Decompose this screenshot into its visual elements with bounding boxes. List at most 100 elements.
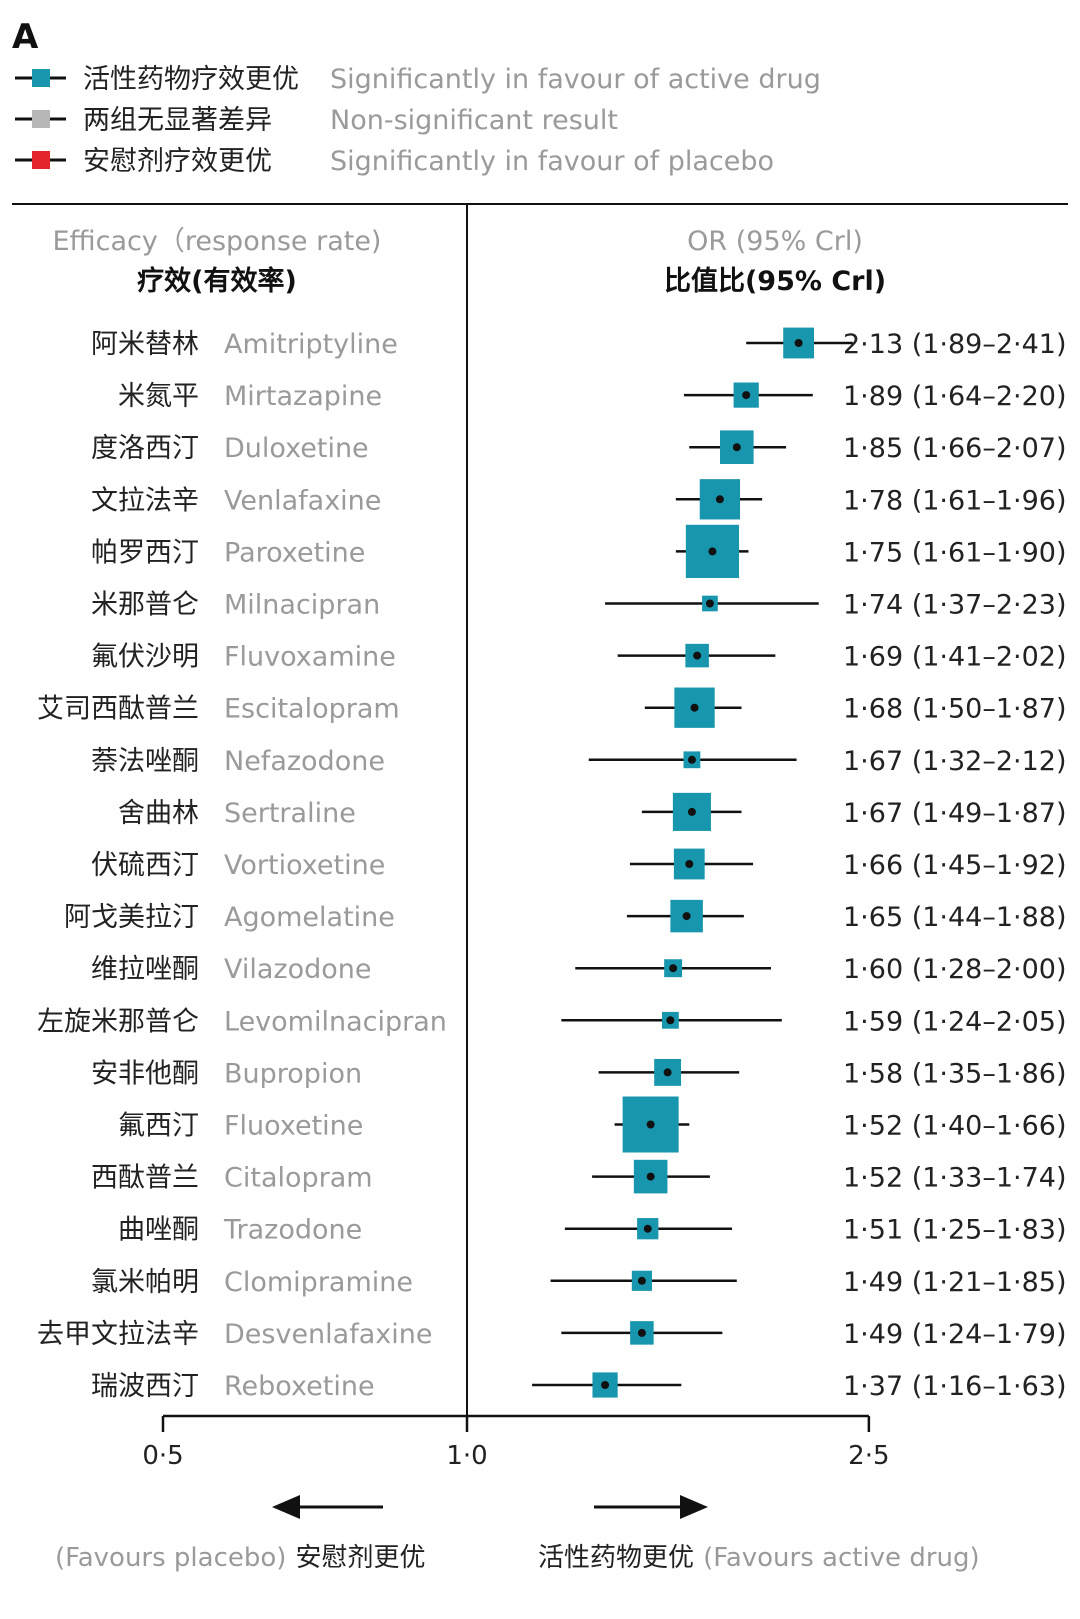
arrow-right-icon (680, 1495, 708, 1519)
forest-row: 帕罗西汀 Paroxetine 1·75 (1·61–1·90) (91, 524, 1067, 578)
or-value: 1·78 (1·61–1·96) (843, 485, 1067, 516)
or-value: 1·74 (1·37–2·23) (843, 590, 1067, 621)
legend-swatch (32, 151, 50, 169)
point-estimate (646, 1172, 655, 1181)
drug-name-zh: 阿戈美拉汀 (64, 902, 199, 933)
favours-placebo-en: (Favours placebo) (55, 1543, 286, 1573)
or-value: 1·67 (1·32–2·12) (843, 746, 1067, 777)
point-estimate (732, 443, 741, 452)
point-estimate (685, 860, 694, 868)
or-value: 2·13 (1·89–2·41) (843, 329, 1067, 360)
point-estimate (693, 651, 702, 660)
drug-name-en: Milnacipran (224, 590, 380, 621)
drug-name-zh: 瑞波西汀 (91, 1371, 199, 1402)
forest-row: 氟伏沙明 Fluvoxamine 1·69 (1·41–2·02) (91, 642, 1067, 673)
point-estimate (742, 391, 751, 400)
x-axis: 0·5 1·0 2·5 (142, 1414, 890, 1471)
forest-row: 度洛西汀 Duloxetine 1·85 (1·66–2·07) (91, 430, 1067, 464)
forest-row: 安非他酮 Bupropion 1·58 (1·35–1·86) (91, 1058, 1067, 1089)
forest-row: 伏硫西汀 Vortioxetine 1·66 (1·45–1·92) (91, 848, 1067, 881)
or-value: 1·49 (1·21–1·85) (843, 1267, 1067, 1298)
drug-name-en: Mirtazapine (224, 381, 382, 412)
or-value: 1·68 (1·50–1·87) (843, 694, 1067, 725)
drug-name-en: Paroxetine (224, 537, 365, 568)
or-value: 1·49 (1·24–1·79) (843, 1319, 1067, 1350)
drug-name-zh: 阿米替林 (91, 329, 199, 360)
or-value: 1·37 (1·16–1·63) (843, 1371, 1067, 1402)
point-estimate (715, 495, 724, 504)
drug-name-zh: 艾司西酞普兰 (37, 694, 199, 725)
drug-name-zh: 伏硫西汀 (91, 850, 199, 881)
forest-row: 去甲文拉法辛 Desvenlafaxine 1·49 (1·24–1·79) (37, 1319, 1067, 1350)
drug-name-zh: 米氮平 (118, 381, 199, 412)
forest-row: 西酞普兰 Citalopram 1·52 (1·33–1·74) (91, 1159, 1067, 1194)
point-estimate (794, 339, 803, 347)
drug-name-zh: 舍曲林 (118, 798, 199, 829)
forest-row: 曲唑酮 Trazodone 1·51 (1·25–1·83) (118, 1215, 1067, 1246)
or-value: 1·52 (1·33–1·74) (843, 1163, 1067, 1194)
drug-name-en: Agomelatine (224, 902, 395, 933)
forest-row: 米氮平 Mirtazapine 1·89 (1·64–2·20) (118, 381, 1067, 412)
point-estimate (682, 912, 691, 921)
left-header-zh: 疗效(有效率) (137, 265, 297, 297)
x-tick-label: 1·0 (446, 1441, 487, 1471)
legend-label-en: Non-significant result (330, 105, 618, 136)
or-value: 1·51 (1·25–1·83) (843, 1215, 1067, 1246)
or-value: 1·67 (1·49–1·87) (843, 798, 1067, 829)
drug-name-zh: 维拉唑酮 (91, 954, 199, 985)
direction-right: 活性药物更优 (Favours active drug) (538, 1543, 980, 1573)
drug-name-zh: 去甲文拉法辛 (37, 1319, 199, 1350)
favours-active-en: (Favours active drug) (703, 1543, 980, 1573)
drug-name-zh: 西酞普兰 (91, 1163, 199, 1194)
or-value: 1·58 (1·35–1·86) (843, 1058, 1067, 1089)
drug-name-zh: 左旋米那普仑 (37, 1006, 199, 1037)
drug-name-zh: 文拉法辛 (91, 485, 199, 516)
right-header-en: OR (95% Crl) (687, 226, 863, 257)
or-value: 1·85 (1·66–2·07) (843, 433, 1067, 464)
point-estimate (669, 964, 678, 973)
drug-name-zh: 氯米帕明 (91, 1267, 199, 1298)
forest-row: 瑞波西汀 Reboxetine 1·37 (1·16–1·63) (91, 1371, 1067, 1402)
drug-name-zh: 度洛西汀 (91, 433, 199, 464)
point-estimate (663, 1068, 672, 1077)
or-value: 1·75 (1·61–1·90) (843, 537, 1067, 568)
point-estimate (708, 547, 717, 556)
point-estimate (687, 755, 696, 764)
or-value: 1·66 (1·45–1·92) (843, 850, 1067, 881)
direction-arrows (272, 1495, 708, 1519)
drug-name-en: Nefazodone (224, 746, 385, 777)
or-value: 1·52 (1·40–1·66) (843, 1111, 1067, 1142)
drug-name-en: Citalopram (224, 1163, 373, 1194)
forest-row: 维拉唑酮 Vilazodone 1·60 (1·28–2·00) (91, 954, 1067, 985)
legend-label-en: Significantly in favour of placebo (330, 146, 774, 177)
drug-name-en: Venlafaxine (224, 485, 381, 516)
right-header-zh: 比值比(95% Crl) (664, 266, 886, 297)
point-estimate (643, 1224, 652, 1233)
legend-swatch (32, 69, 50, 87)
legend-label-zh: 安慰剂疗效更优 (83, 146, 272, 177)
drug-name-en: Fluoxetine (224, 1111, 363, 1142)
point-estimate (690, 703, 699, 712)
left-header-en: Efficacy（response rate) (53, 226, 382, 257)
forest-row: 氯米帕明 Clomipramine 1·49 (1·21–1·85) (91, 1267, 1067, 1298)
drug-name-en: Escitalopram (224, 694, 400, 725)
forest-row: 米那普仑 Milnacipran 1·74 (1·37–2·23) (91, 590, 1067, 621)
panel-label: A (12, 17, 39, 57)
legend-swatch (32, 110, 50, 128)
drug-name-en: Levomilnacipran (224, 1006, 447, 1037)
point-estimate (687, 807, 696, 816)
point-estimate (705, 599, 714, 608)
forest-row: 氟西汀 Fluoxetine 1·52 (1·40–1·66) (118, 1096, 1067, 1153)
drug-name-zh: 曲唑酮 (118, 1215, 199, 1246)
drug-name-zh: 米那普仑 (91, 590, 199, 621)
drug-name-zh: 帕罗西汀 (91, 537, 199, 568)
drug-name-en: Fluvoxamine (224, 642, 396, 673)
forest-rows: 阿米替林 Amitriptyline 2·13 (1·89–2·41) 米氮平 Mirt… (37, 327, 1067, 1402)
drug-name-en: Vortioxetine (224, 850, 385, 881)
drug-name-en: Bupropion (224, 1058, 362, 1089)
legend: 活性药物疗效更优 Significantly in favour of activ… (15, 64, 821, 177)
legend-label-zh: 两组无显著差异 (83, 105, 272, 136)
drug-name-en: Clomipramine (224, 1267, 413, 1298)
or-value: 1·60 (1·28–2·00) (843, 954, 1067, 985)
